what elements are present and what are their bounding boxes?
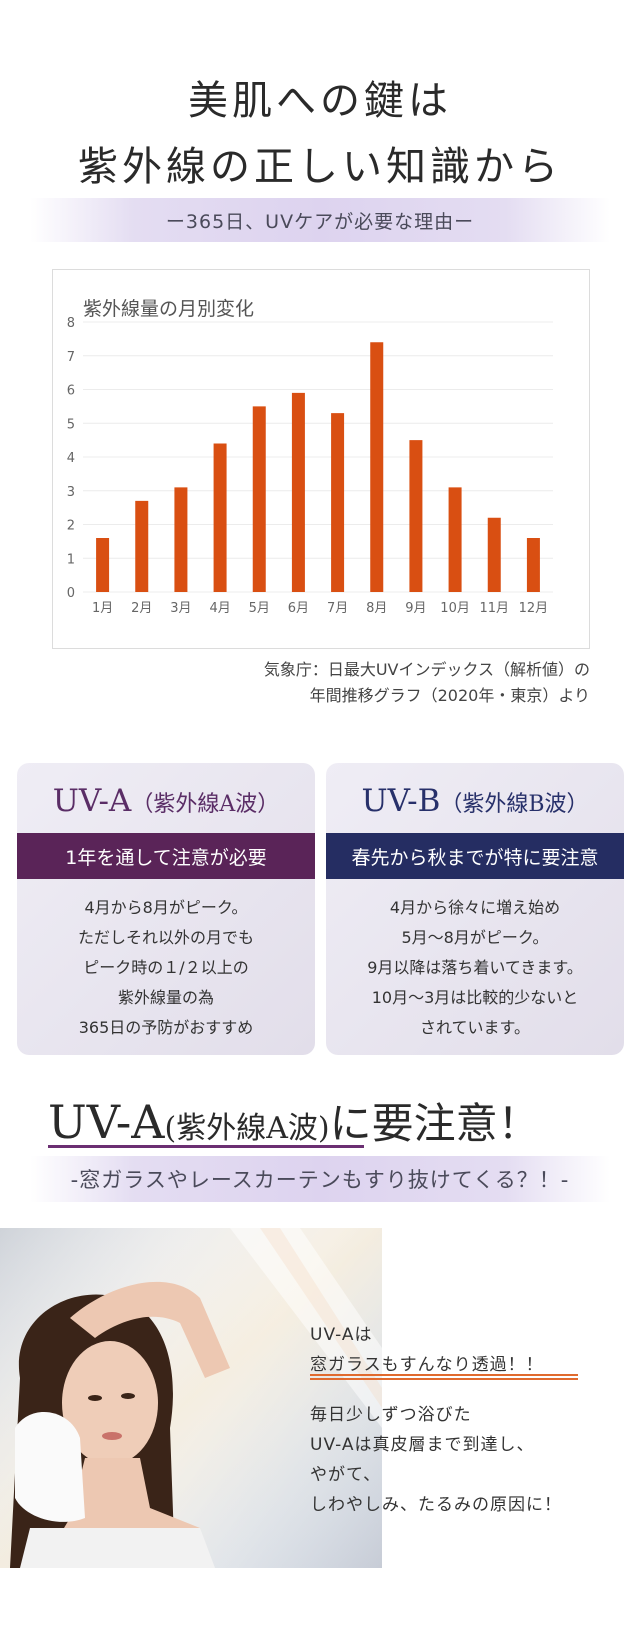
x-tick-label: 12月 <box>519 601 549 616</box>
y-tick-label: 8 <box>67 316 75 331</box>
bar <box>291 392 305 592</box>
x-tick-label: 10月 <box>440 601 470 616</box>
caption-line6: しわやしみ、たるみの原因に！ <box>310 1495 562 1515</box>
x-tick-label: 7月 <box>327 601 348 616</box>
caption-line4: UV-Aは真皮層まで到達し、 <box>310 1435 535 1455</box>
chart-title: 紫外線量の月別変化 <box>83 298 255 320</box>
uva-subtitle-text: -窓ガラスやレースカーテンもすり抜けてくる？！- <box>70 1168 570 1192</box>
bar <box>409 440 423 592</box>
y-tick-label: 1 <box>67 552 75 567</box>
uva-card-line: 紫外線量の為 <box>117 988 214 1007</box>
x-tick-label: 4月 <box>209 601 230 616</box>
y-tick-label: 4 <box>67 451 75 466</box>
uva-heading-main: UV-A <box>48 1095 165 1149</box>
y-tick-label: 6 <box>67 384 75 399</box>
uvb-card-body: 4月から徐々に増え始め 5月〜8月がピーク。 9月以降は落ち着いてきます。 10… <box>326 893 624 1043</box>
uva-heading-tail: に要注意！ <box>329 1099 540 1148</box>
bar <box>526 538 540 592</box>
source-line2: 年間推移グラフ（2020年・東京）より <box>309 686 590 705</box>
bar <box>370 342 384 592</box>
headline-line2: 紫外線の正しい知識から <box>78 144 562 190</box>
y-tick-label: 5 <box>67 417 75 432</box>
bar <box>252 406 266 592</box>
uva-card: UV-A（紫外線A波） 1年を通して注意が必要 4月から8月がピーク。 ただしそ… <box>17 763 315 1055</box>
x-tick-label: 6月 <box>288 601 309 616</box>
bar <box>331 413 345 592</box>
uvb-card-line: 10月〜3月は比較的少ないと <box>371 988 579 1007</box>
uva-card-bar: 1年を通して注意が必要 <box>17 833 315 879</box>
uvb-card-bar: 春先から秋までが特に要注意 <box>326 833 624 879</box>
source-line1: 気象庁：日最大UVインデックス（解析値）の <box>263 660 590 679</box>
x-tick-label: 2月 <box>131 601 152 616</box>
uva-card-line: ただしそれ以外の月でも <box>77 928 254 947</box>
woman-illustration <box>0 1228 382 1568</box>
x-tick-label: 8月 <box>366 601 387 616</box>
bar <box>135 500 149 592</box>
uvb-card-line: 4月から徐々に増え始め <box>389 898 561 917</box>
uva-heading-underline <box>48 1145 364 1148</box>
uva-heading-paren: (紫外線A波) <box>164 1111 330 1146</box>
x-tick-label: 3月 <box>170 601 191 616</box>
x-tick-label: 11月 <box>479 601 509 616</box>
x-tick-label: 5月 <box>249 601 270 616</box>
uvb-card-title-sub: （紫外線B波） <box>440 792 589 817</box>
uva-card-line: 4月から8月がピーク。 <box>84 898 248 917</box>
chart-svg: 0 1 2 3 4 5 6 7 8 1月 2月 3月 4月 5月 6月 7月 8月 9月 10月 11月 12月 <box>67 316 553 616</box>
subtitle-text: ー365日、UVケアが必要な理由ー <box>165 210 475 233</box>
caption-line1: UV-Aは <box>310 1325 373 1345</box>
headline-line1: 美肌への鍵は <box>188 78 452 124</box>
caption-line2: 窓ガラスもすんなり透過！！ <box>310 1355 544 1375</box>
bar <box>487 517 501 592</box>
uva-heading: UV-A(紫外線A波)に要注意！ <box>48 1090 608 1151</box>
bar <box>96 538 110 592</box>
subtitle-band: ー365日、UVケアが必要な理由ー <box>30 198 610 242</box>
bar <box>213 443 227 592</box>
uvb-card-line: 9月以降は落ち着いてきます。 <box>367 958 583 977</box>
uvb-card-title-main: UV-B <box>361 783 441 819</box>
caption-line3: 毎日少しずつ浴びた <box>310 1405 472 1425</box>
uva-card-title-sub: （紫外線A波） <box>131 792 280 817</box>
uva-subtitle-band: -窓ガラスやレースカーテンもすり抜けてくる？！- <box>30 1156 610 1202</box>
uva-card-line: ピーク時の１/２以上の <box>83 958 249 977</box>
uvb-card-title: UV-B（紫外線B波） <box>326 783 624 819</box>
y-tick-label: 7 <box>67 350 75 365</box>
y-tick-label: 0 <box>67 586 75 601</box>
uva-card-title-main: UV-A <box>52 783 132 819</box>
y-tick-label: 3 <box>67 485 75 500</box>
caption-underline <box>310 1374 578 1380</box>
bar <box>448 487 462 592</box>
caption-line5: やがて、 <box>310 1465 382 1485</box>
woman-photo <box>0 1228 382 1568</box>
uvb-card-line: されています。 <box>420 1018 530 1037</box>
y-tick-label: 2 <box>67 519 75 534</box>
uvb-card-line: 5月〜8月がピーク。 <box>401 928 549 947</box>
uv-chart: 紫外線量の月別変化 0 1 2 3 4 5 6 7 8 1月 2月 3月 4月 5月 6月 7月 8月 9月 10月… <box>52 269 590 649</box>
x-tick-label: 1月 <box>92 601 113 616</box>
x-tick-label: 9月 <box>405 601 426 616</box>
bar <box>174 487 188 592</box>
uva-card-title: UV-A（紫外線A波） <box>17 783 315 819</box>
uvb-card: UV-B（紫外線B波） 春先から秋までが特に要注意 4月から徐々に増え始め 5月… <box>326 763 624 1055</box>
uva-card-line: 365日の予防がおすすめ <box>78 1018 254 1037</box>
uva-card-body: 4月から8月がピーク。 ただしそれ以外の月でも ピーク時の１/２以上の 紫外線量… <box>17 893 315 1043</box>
